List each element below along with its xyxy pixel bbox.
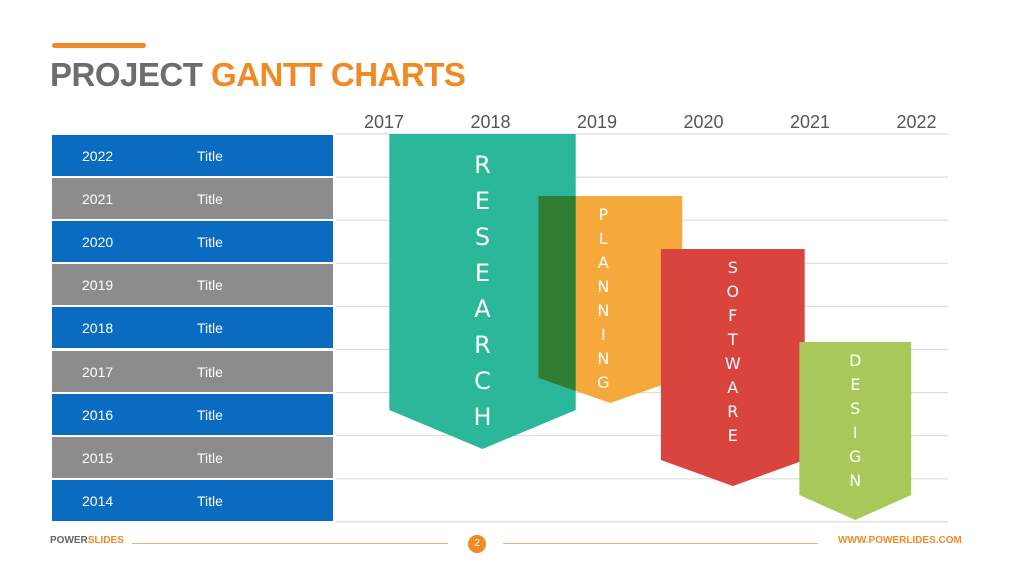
task-label-letter: E <box>728 426 738 445</box>
row-year: 2021 <box>82 191 114 208</box>
row-title: Title <box>197 277 223 294</box>
task-label-letter: R <box>727 402 738 421</box>
table-row: 2020 Title <box>52 221 333 263</box>
table-row: 2015 Title <box>52 436 333 478</box>
x-tick-label: 2017 <box>364 112 404 132</box>
row-year: 2019 <box>82 277 114 294</box>
row-title: Title <box>197 492 223 509</box>
task-label-letter: F <box>728 306 737 325</box>
task-bar-research <box>389 134 576 449</box>
table-row: 2016 Title <box>52 393 333 435</box>
footer-divider-left <box>132 543 448 544</box>
task-label-letter: I <box>853 423 858 442</box>
row-title: Title <box>197 320 223 337</box>
task-label-letter: O <box>726 282 739 301</box>
task-label-letter: G <box>597 373 609 392</box>
task-bar-design <box>799 342 912 520</box>
title-part2: GANTT CHARTS <box>211 56 466 93</box>
footer-brand: POWERSLIDES <box>50 535 124 546</box>
task-label-letter: A <box>727 378 738 397</box>
title-accent-bar <box>52 43 146 48</box>
brand-part2: SLIDES <box>87 535 124 546</box>
x-tick-label: 2021 <box>790 112 830 132</box>
brand-part1: POWER <box>50 535 88 546</box>
x-tick-label: 2019 <box>577 112 617 132</box>
task-label-letter: G <box>849 447 861 466</box>
row-title: Title <box>197 191 223 208</box>
task-label-letter: R <box>474 331 491 359</box>
task-label-letter: N <box>597 277 609 296</box>
row-title: Title <box>197 363 223 380</box>
task-label-letter: A <box>474 295 491 323</box>
task-label-letter: T <box>727 330 738 349</box>
footer-divider-right <box>503 543 818 544</box>
task-label-letter: S <box>728 258 738 277</box>
table-row: 2018 Title <box>52 307 333 349</box>
task-label-letter: S <box>475 223 490 251</box>
task-label-letter: I <box>601 325 606 344</box>
task-label-letter: E <box>850 375 860 394</box>
row-year: 2014 <box>82 492 114 509</box>
row-year: 2015 <box>82 449 114 466</box>
x-tick-label: 2022 <box>896 112 936 132</box>
page-number: 2 <box>468 535 486 553</box>
task-label-letter: E <box>475 187 490 215</box>
x-tick-label: 2018 <box>470 112 510 132</box>
task-label-letter: R <box>474 151 491 179</box>
task-label-letter: N <box>849 471 861 490</box>
task-label-letter: W <box>725 354 741 373</box>
task-overlap <box>538 196 576 391</box>
row-year: 2018 <box>82 320 114 337</box>
task-label-letter: C <box>474 367 491 395</box>
task-label-letter: D <box>849 351 861 370</box>
task-label-letter: E <box>475 259 490 287</box>
task-label-letter: A <box>598 253 609 272</box>
task-label-letter: P <box>598 205 608 224</box>
x-tick-label: 2020 <box>683 112 723 132</box>
table-row: 2021 Title <box>52 178 333 220</box>
table-row: 2017 Title <box>52 350 333 392</box>
row-year: 2016 <box>82 406 114 423</box>
task-label-letter: L <box>599 229 608 248</box>
table-row: 2022 Title <box>52 135 333 176</box>
footer-url[interactable]: WWW.POWERLIDES.COM <box>838 535 962 546</box>
table-row: 2019 Title <box>52 264 333 306</box>
task-bar-software <box>660 249 805 486</box>
task-label-letter: N <box>597 349 609 368</box>
row-title: Title <box>197 148 223 164</box>
row-title: Title <box>197 406 223 423</box>
page-title: PROJECT GANTT CHARTS <box>50 56 466 94</box>
task-label-letter: H <box>473 403 491 431</box>
row-year: 2022 <box>82 148 114 164</box>
table-row: 2014 Title <box>52 479 333 521</box>
row-title: Title <box>197 234 223 251</box>
row-title: Title <box>197 449 223 466</box>
row-year: 2020 <box>82 234 114 251</box>
task-label-letter: S <box>850 399 860 418</box>
task-label-letter: N <box>597 301 609 320</box>
title-part1: PROJECT <box>50 56 203 93</box>
row-year: 2017 <box>82 363 114 380</box>
